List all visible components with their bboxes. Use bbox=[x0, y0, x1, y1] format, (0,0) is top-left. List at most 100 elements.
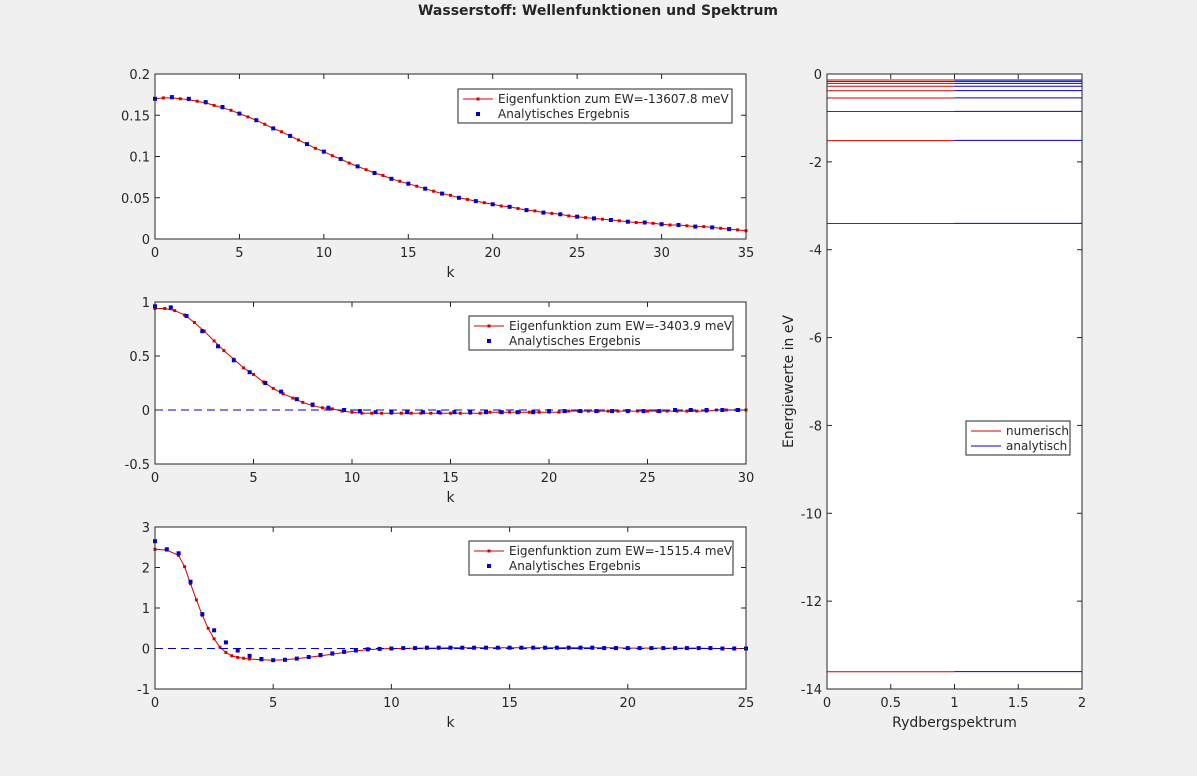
chart-3-series-2-point-38 bbox=[590, 645, 595, 650]
chart-1-series-2-point-9 bbox=[288, 133, 293, 138]
chart-3-series-1-point-11 bbox=[224, 651, 228, 654]
chart-2-series-1-point-48 bbox=[616, 409, 620, 413]
chart-1-ytick-label-2: 0.05 bbox=[121, 192, 150, 207]
chart-4-ytick-label-2: -2 bbox=[809, 156, 822, 171]
chart-2-series-2-point-27 bbox=[562, 409, 567, 414]
chart-2-series-2-point-15 bbox=[373, 410, 378, 415]
chart-1-series-1-point-2 bbox=[161, 96, 165, 100]
chart-2-series-1-point-29 bbox=[429, 411, 433, 415]
chart-4-legend-entry-1-label: numerisch bbox=[1006, 424, 1069, 438]
chart-3-series-2-point-4 bbox=[188, 579, 193, 584]
chart-2-ytick-label-1: -0.5 bbox=[125, 458, 150, 473]
chart-4: 0 0.5 1 1.5 2 0 -2 -4 -6 -8 -10 -12 -14 Rydbergspektr… bbox=[781, 68, 1086, 731]
chart-1-series-1-point-42 bbox=[499, 204, 503, 208]
chart-2-series-2-point-33 bbox=[657, 409, 662, 414]
chart-1-series-2-point-20 bbox=[473, 199, 478, 204]
chart-2-series-1-point-7 bbox=[212, 339, 216, 343]
chart-1-series-2-point-11 bbox=[321, 149, 326, 154]
chart-2-series-2-point-24 bbox=[515, 410, 520, 415]
chart-3-series-2-point-28 bbox=[472, 645, 477, 650]
chart-2-series-2-point-25 bbox=[531, 410, 536, 415]
chart-1-series-1-point-26 bbox=[364, 168, 368, 172]
chart-1-legend: Eigenfunktion zum EW=-13607.8 meVAnalyti… bbox=[457, 88, 733, 124]
chart-3-series-2-point-3 bbox=[176, 551, 181, 556]
chart-2-series-2-point-23 bbox=[499, 410, 504, 415]
chart-1-xtick-label-2: 5 bbox=[235, 246, 243, 261]
chart-3-series-2-point-11 bbox=[271, 658, 276, 663]
chart-1-legend-entry-1-swatch-marker bbox=[476, 97, 480, 101]
chart-1-series-1-point-44 bbox=[516, 207, 520, 210]
chart-2-series-1-point-8 bbox=[222, 349, 226, 353]
chart-1-series-1-point-12 bbox=[246, 115, 250, 119]
chart-2-series-1-point-14 bbox=[281, 392, 285, 396]
chart-3-xlabel: k bbox=[446, 715, 455, 731]
chart-1-series-2-point-19 bbox=[456, 195, 461, 200]
chart-2-series-2-point-16 bbox=[389, 410, 394, 415]
chart-1-series-2-point-7 bbox=[254, 118, 259, 123]
chart-3-ytick-label-3: 1 bbox=[142, 602, 150, 617]
chart-1-legend-entry-1-label: Eigenfunktion zum EW=-13607.8 meV bbox=[498, 92, 729, 106]
chart-2-xtick-label-6: 25 bbox=[639, 471, 656, 486]
chart-3-series-2-point-36 bbox=[566, 645, 571, 650]
chart-4-xtick-label-2: 0.5 bbox=[880, 696, 901, 711]
chart-4-ytick-label-3: -4 bbox=[809, 244, 822, 259]
chart-2-series-2-point-6 bbox=[231, 358, 236, 363]
chart-3-series-2-point-34 bbox=[543, 645, 548, 650]
chart-2-legend-entry-1-swatch-marker bbox=[487, 324, 491, 328]
chart-1-xtick-label-4: 15 bbox=[400, 246, 417, 261]
chart-1-series-1-point-22 bbox=[330, 154, 334, 158]
chart-2-series-1-point-15 bbox=[291, 396, 295, 400]
chart-3-series-2-point-10 bbox=[259, 657, 264, 661]
chart-2-series-2-point-18 bbox=[420, 410, 425, 415]
chart-1-series-2-point-22 bbox=[507, 204, 512, 209]
chart-2-series-1-point-23 bbox=[370, 411, 374, 415]
chart-2-series-2-point-17 bbox=[405, 410, 410, 415]
chart-3-xtick-label-1: 0 bbox=[151, 696, 159, 711]
chart-2-xtick-label-1: 0 bbox=[151, 471, 159, 486]
chart-2-legend-entry-1-label: Eigenfunktion zum EW=-3403.9 meV bbox=[509, 319, 733, 333]
chart-1-series-1-point-56 bbox=[617, 219, 621, 223]
chart-2-xtick-label-5: 20 bbox=[541, 471, 558, 486]
chart-1-series-2-point-31 bbox=[659, 222, 664, 227]
chart-1-series-2-point-26 bbox=[575, 214, 580, 219]
chart-1-ytick-label-3: 0.1 bbox=[129, 151, 150, 166]
chart-2-series-1-point-37 bbox=[508, 410, 512, 414]
chart-1-series-2-point-13 bbox=[355, 164, 360, 169]
chart-1-series-1-point-32 bbox=[415, 184, 419, 188]
chart-2-series-1-point-59 bbox=[724, 408, 728, 412]
chart-2-series-2-point-28 bbox=[578, 409, 583, 414]
chart-2-series-2-point-2 bbox=[168, 305, 173, 310]
chart-3-series-1-point-10 bbox=[218, 645, 222, 649]
chart-2-series-1-point-10 bbox=[242, 366, 246, 370]
chart-3-series-2-point-31 bbox=[507, 645, 512, 650]
chart-1-series-2-point-18 bbox=[440, 191, 445, 196]
chart-4-ylabel: Energiewerte in eV bbox=[781, 315, 797, 448]
chart-3-series-1-point-4 bbox=[183, 565, 187, 569]
chart-1-xlabel: k bbox=[446, 265, 455, 281]
chart-4-ytick-label-5: -8 bbox=[809, 419, 822, 434]
chart-2-series-2-point-11 bbox=[310, 402, 315, 407]
chart-1-series-2-point-8 bbox=[271, 126, 276, 131]
chart-2-series-1-point-22 bbox=[360, 411, 364, 415]
chart-1-series-2-point-16 bbox=[406, 181, 411, 186]
chart-2-series-1-point-42 bbox=[557, 410, 561, 414]
chart-2-series-1-point-31 bbox=[449, 411, 452, 415]
chart-2-series-1-point-56 bbox=[695, 409, 699, 413]
chart-4-ytick-label-1: 0 bbox=[814, 68, 822, 83]
chart-3-xtick-label-6: 25 bbox=[738, 696, 755, 711]
series-group-2 bbox=[153, 304, 748, 415]
chart-1-series-2-point-4 bbox=[203, 100, 208, 105]
chart-1-series-1-point-36 bbox=[449, 193, 452, 197]
chart-3-series-2-point-25 bbox=[436, 645, 441, 650]
chart-3-series-1-point-6 bbox=[194, 598, 198, 602]
chart-1-series-2-point-10 bbox=[305, 142, 309, 147]
chart-4-legend-entry-2-label: analytisch bbox=[1006, 439, 1067, 453]
chart-3-xtick-label-4: 15 bbox=[501, 696, 518, 711]
chart-2-series-1-point-27 bbox=[409, 411, 413, 415]
chart-3-series-2-point-6 bbox=[212, 628, 217, 633]
chart-2-series-1-point-19 bbox=[330, 407, 334, 411]
